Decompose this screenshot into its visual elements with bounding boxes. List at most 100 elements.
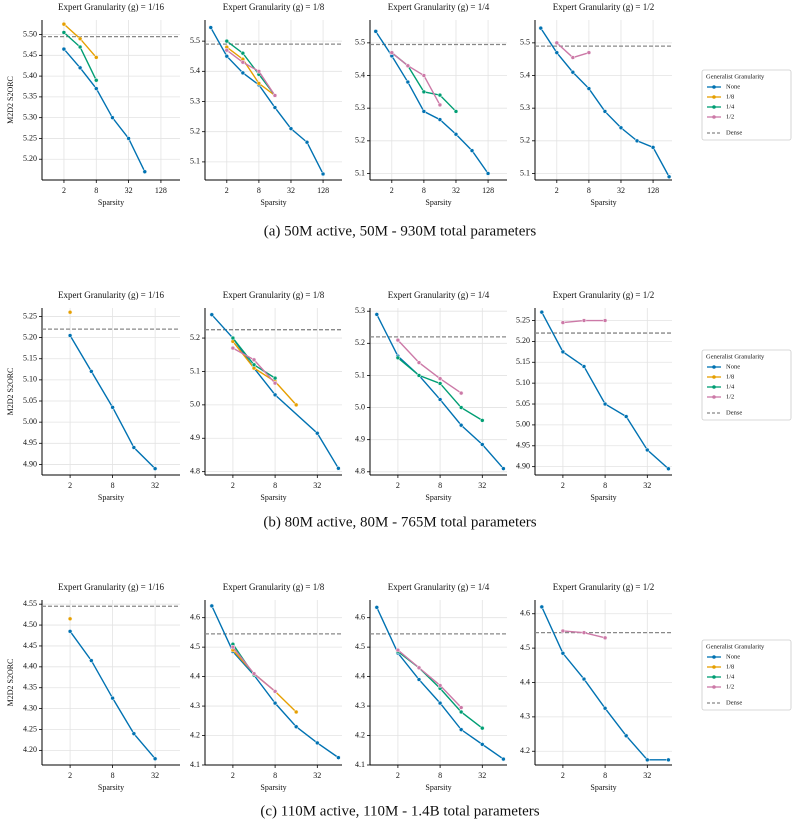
series-line (397, 649, 462, 709)
legend-marker (712, 105, 716, 109)
point (208, 25, 214, 30)
y-tick-label: 5.5 (355, 38, 365, 47)
point (437, 92, 443, 98)
x-tick-label: 8 (111, 481, 115, 490)
x-axis-label: Sparsity (590, 493, 616, 502)
y-tick-label: 5.1 (190, 157, 200, 166)
series-line (375, 31, 489, 174)
panel-title: Expert Granularity (g) = 1/4 (388, 2, 490, 12)
point (131, 445, 137, 450)
y-tick-label: 4.2 (520, 746, 530, 755)
x-tick-label: 8 (94, 186, 98, 195)
point (293, 724, 299, 729)
y-tick-label: 5.3 (355, 306, 365, 315)
y-tick-label: 4.95 (516, 441, 530, 450)
x-tick-label: 2 (561, 481, 565, 490)
point (67, 309, 73, 315)
point (405, 63, 411, 68)
legend-box (701, 639, 792, 711)
y-tick-label: 5.05 (516, 399, 530, 408)
y-tick-label: 4.4 (190, 671, 200, 680)
point (602, 635, 608, 641)
series-line (211, 314, 340, 469)
panel-title: Expert Granularity (g) = 1/2 (553, 290, 655, 300)
y-tick-label: 5.05 (23, 396, 37, 405)
point (560, 651, 566, 656)
legend-marker (712, 95, 716, 99)
point (126, 136, 131, 141)
x-tick-label: 2 (396, 771, 400, 780)
y-tick-label: 5.2 (190, 127, 200, 136)
y-tick-label: 5.30 (23, 112, 37, 121)
y-tick-label: 4.20 (23, 745, 37, 754)
y-tick-label: 4.4 (355, 671, 365, 680)
point (645, 447, 650, 453)
legend-label: Dense (726, 129, 742, 136)
x-axis-label: Sparsity (98, 198, 124, 207)
point (458, 405, 464, 410)
point (272, 93, 278, 98)
series-line (226, 40, 276, 96)
x-axis-label: Sparsity (98, 783, 124, 792)
point (230, 335, 236, 341)
point (554, 50, 560, 55)
y-tick-label: 5.35 (23, 92, 37, 101)
point (458, 705, 464, 710)
y-tick-label: 5.4 (190, 66, 200, 75)
point (570, 55, 576, 60)
series-line (391, 52, 441, 106)
x-tick-label: 32 (151, 481, 159, 490)
y-tick-label: 4.8 (355, 467, 365, 476)
legend-label: Dense (726, 409, 742, 416)
point (315, 740, 320, 746)
y-tick-label: 4.3 (520, 712, 530, 721)
legend-label: 1/4 (726, 673, 735, 680)
point (501, 756, 506, 762)
point (395, 355, 401, 361)
y-tick-label: 5.15 (516, 357, 530, 366)
panel-title: Expert Granularity (g) = 1/2 (553, 2, 655, 12)
y-tick-label: 5.2 (520, 136, 530, 145)
y-tick-label: 5.5 (190, 36, 200, 45)
y-tick-label: 5.3 (190, 96, 200, 105)
legend-label: Dense (726, 699, 742, 706)
y-axis-label: M2D2 S2ORC (6, 76, 15, 124)
point (421, 73, 427, 78)
point (240, 60, 246, 65)
x-tick-label: 2 (68, 771, 72, 780)
point (373, 29, 379, 34)
y-tick-label: 5.3 (355, 103, 365, 112)
y-tick-label: 4.1 (190, 760, 200, 769)
legend-title: Generalist Granularity (706, 73, 765, 80)
y-tick-label: 5.4 (520, 70, 530, 79)
y-axis-label: M2D2 S2ORC (6, 368, 15, 416)
point (61, 21, 67, 27)
point (458, 390, 464, 396)
series-line (226, 49, 276, 96)
point (602, 706, 608, 711)
series-line (210, 27, 324, 175)
y-tick-label: 5.0 (355, 402, 365, 411)
point (374, 312, 380, 317)
legend-label: 1/8 (726, 663, 734, 670)
y-tick-label: 4.6 (355, 613, 365, 622)
legend-label: 1/4 (726, 383, 735, 390)
y-tick-label: 4.3 (355, 701, 365, 710)
point (251, 357, 257, 363)
point (389, 50, 395, 55)
x-tick-label: 128 (647, 186, 659, 195)
point (251, 671, 257, 676)
point (256, 81, 262, 86)
x-tick-label: 8 (273, 481, 277, 490)
x-tick-label: 8 (111, 771, 115, 780)
y-tick-label: 5.15 (23, 354, 37, 363)
point (586, 86, 592, 91)
x-tick-label: 32 (313, 481, 321, 490)
legend-marker (712, 115, 716, 119)
point (224, 53, 230, 59)
x-axis-label: Sparsity (590, 783, 616, 792)
x-tick-label: 8 (603, 771, 607, 780)
y-tick-label: 5.1 (355, 370, 365, 379)
y-axis-label: M2D2 S2ORC (6, 659, 15, 707)
point (94, 78, 99, 83)
